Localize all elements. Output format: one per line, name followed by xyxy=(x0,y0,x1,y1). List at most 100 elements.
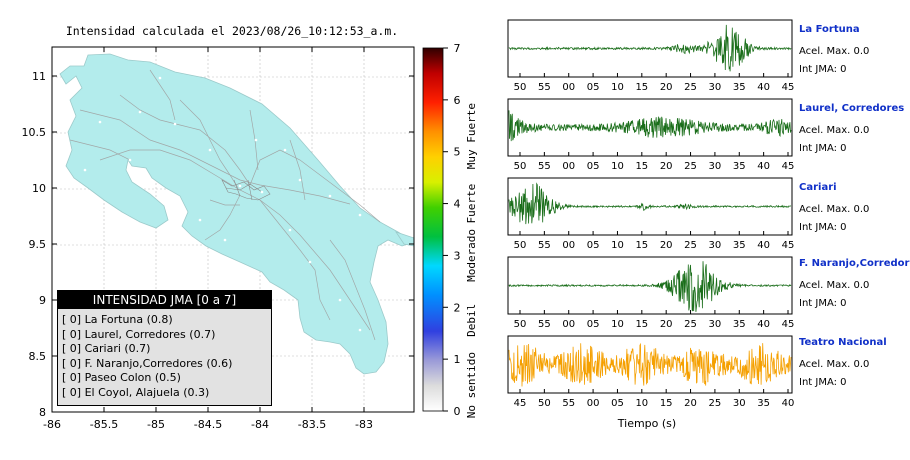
time-tick-label: 05 xyxy=(587,240,600,251)
waveform-trace xyxy=(508,110,792,142)
map-y-tick-label: 8 xyxy=(39,406,46,419)
map-y-tick-label: 10 xyxy=(32,182,46,195)
legend-row: [ 0] El Coyol, Alajuela (0.3) xyxy=(62,385,210,399)
colorbar-category: Muy Fuerte xyxy=(465,103,478,169)
station-info-4: F. Naranjo,Corredores Acel. Max. 0.0 Int… xyxy=(799,258,910,314)
time-tick-label: 10 xyxy=(611,82,624,93)
time-tick-label: 20 xyxy=(684,398,697,409)
legend-row: [ 0] La Fortuna (0.8) xyxy=(62,313,173,326)
station-int-jma: Int JMA: 0 xyxy=(799,64,847,75)
colorbar-categories: No sentido Debil Moderado Fuerte Muy Fuerte xyxy=(465,103,478,418)
time-tick-label: 15 xyxy=(635,82,648,93)
town-markers xyxy=(83,76,362,332)
legend-row: [ 0] Laurel, Corredores (0.7) xyxy=(62,327,216,341)
time-tick-label: 30 xyxy=(709,319,722,330)
time-tick-label: 20 xyxy=(660,82,673,93)
station-max-acc: Acel. Max. 0.0 xyxy=(799,280,870,291)
time-tick-label: 45 xyxy=(782,319,795,330)
station-name: F. Naranjo,Corredores xyxy=(799,258,910,269)
station-info-5: Teatro Nacional Acel. Max. 0.0 Int JMA: … xyxy=(799,337,904,393)
time-tick-label: 00 xyxy=(562,240,575,251)
waveform-trace xyxy=(508,342,792,387)
colorbar-tick-label: 6 xyxy=(454,94,461,107)
time-tick-label: 25 xyxy=(684,161,697,172)
map-x-tick-label: -86 xyxy=(43,418,61,431)
station-max-acc: Acel. Max. 0.0 xyxy=(799,125,870,136)
time-tick-label: 45 xyxy=(782,240,795,251)
station-name: Laurel, Corredores xyxy=(799,103,905,114)
time-tick-label: 40 xyxy=(757,82,770,93)
station-info-2: Laurel, Corredores Acel. Max. 0.0 Int JM… xyxy=(799,103,904,159)
time-tick-label: 55 xyxy=(562,398,575,409)
caribbean-cape xyxy=(395,231,414,247)
intensity-legend: INTENSIDAD JMA [0 a 7] [ 0] La Fortuna (… xyxy=(57,290,272,406)
time-tick-label: 30 xyxy=(709,240,722,251)
time-tick-label: 35 xyxy=(733,319,746,330)
map-x-tick-label: -85.5 xyxy=(90,418,118,431)
time-tick-label: 15 xyxy=(635,240,648,251)
time-tick-label: 50 xyxy=(514,319,527,330)
time-tick-label: 25 xyxy=(684,240,697,251)
map-x-tick-label: -83.5 xyxy=(298,418,326,431)
station-name: Cariari xyxy=(799,182,837,193)
map-y-tick-label: 8.5 xyxy=(29,350,47,363)
time-tick-label: 25 xyxy=(684,82,697,93)
map-y-tick-label: 11 xyxy=(32,70,46,83)
colorbar-tick-label: 5 xyxy=(454,146,461,159)
time-tick-label: 35 xyxy=(733,161,746,172)
time-tick-label: 25 xyxy=(684,319,697,330)
time-tick-label: 40 xyxy=(757,161,770,172)
time-tick-label: 50 xyxy=(538,398,551,409)
colorbar-tick-label: 1 xyxy=(454,353,461,366)
time-tick-label: 30 xyxy=(733,398,746,409)
time-tick-label: 45 xyxy=(782,82,795,93)
time-tick-label: 35 xyxy=(733,82,746,93)
time-tick-label: 00 xyxy=(562,82,575,93)
seismogram-panel: 50 55 00 05 10 15 20 25 30 35 40 45 xyxy=(507,98,794,172)
time-tick-label: 15 xyxy=(660,398,673,409)
seismogram-panel: 50 55 00 05 10 15 20 25 30 35 40 45 xyxy=(507,19,795,93)
time-tick-label: 05 xyxy=(611,398,624,409)
legend-row: [ 0] Cariari (0.7) xyxy=(62,342,151,355)
waveform-trace xyxy=(508,24,792,72)
colorbar-tick-label: 2 xyxy=(454,301,461,314)
colorbar-tick-label: 0 xyxy=(454,405,461,418)
time-tick-label: 10 xyxy=(611,161,624,172)
time-tick-label: 30 xyxy=(709,161,722,172)
time-tick-label: 00 xyxy=(562,319,575,330)
time-tick-label: 50 xyxy=(514,82,527,93)
colorbar xyxy=(422,47,444,412)
map-x-tick-label: -84 xyxy=(251,418,269,431)
station-name: Teatro Nacional xyxy=(799,337,887,348)
map-y-tick-label: 9.5 xyxy=(29,238,47,251)
time-tick-label: 10 xyxy=(635,398,648,409)
station-name: La Fortuna xyxy=(799,24,860,35)
road-network xyxy=(69,69,381,341)
seismogram-panel: 50 55 00 05 10 15 20 25 30 35 40 45 xyxy=(507,177,795,251)
colorbar-category: Debil xyxy=(465,304,478,337)
time-tick-label: 50 xyxy=(514,240,527,251)
station-max-acc: Acel. Max. 0.0 xyxy=(799,359,870,370)
time-tick-label: 55 xyxy=(538,319,551,330)
panel-frame xyxy=(507,256,793,315)
waveform-trace xyxy=(508,182,792,225)
colorbar-tick-label: 4 xyxy=(454,198,461,211)
map-y-axis: 11 10.5 10 9.5 9 8.5 8 xyxy=(22,70,414,419)
station-info-3: Cariari Acel. Max. 0.0 Int JMA: 0 xyxy=(799,182,904,238)
time-tick-label: 55 xyxy=(538,240,551,251)
seismogram-panels: 50 55 00 05 10 15 20 25 30 35 40 45 50 55 00 05 10 15 20 25… xyxy=(507,19,795,409)
time-tick-label: 10 xyxy=(611,319,624,330)
time-tick-label: 45 xyxy=(514,398,527,409)
station-int-jma: Int JMA: 0 xyxy=(799,298,847,309)
x-axis-label: Tiempo (s) xyxy=(617,417,676,430)
time-tick-label: 55 xyxy=(538,161,551,172)
time-tick-label: 50 xyxy=(514,161,527,172)
urban-cluster xyxy=(221,179,271,201)
map-x-tick-label: -84.5 xyxy=(194,418,222,431)
station-info-1: La Fortuna Acel. Max. 0.0 Int JMA: 0 xyxy=(799,24,904,80)
station-max-acc: Acel. Max. 0.0 xyxy=(799,46,870,57)
time-tick-label: 10 xyxy=(611,240,624,251)
time-tick-label: 00 xyxy=(587,398,600,409)
time-tick-label: 25 xyxy=(709,398,722,409)
legend-row: [ 0] Paseo Colon (0.5) xyxy=(62,371,181,384)
